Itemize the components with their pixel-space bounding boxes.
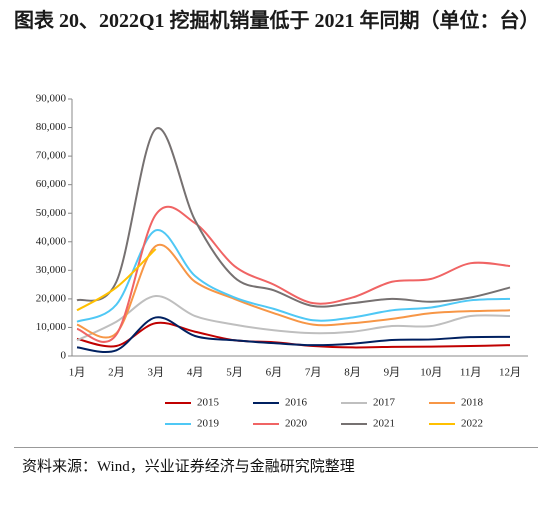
chart-title: 图表 20、2022Q1 挖掘机销量低于 2021 年同期（单位：台） — [14, 10, 540, 32]
x-tick-label: 8月 — [344, 367, 361, 379]
x-tick-label: 1月 — [69, 367, 86, 379]
y-tick-label: 80,000 — [36, 121, 67, 133]
series-line — [76, 243, 511, 339]
x-tick-label: 10月 — [420, 367, 442, 379]
source-note: 资料来源：Wind，兴业证券经济与金融研究院整理 — [22, 459, 355, 475]
separator — [14, 447, 538, 448]
x-tick-label: 2月 — [108, 367, 125, 379]
legend-label: 2020 — [285, 418, 308, 430]
y-tick-label: 30,000 — [36, 264, 67, 276]
legend-label: 2022 — [461, 418, 483, 430]
legend-label: 2018 — [461, 397, 484, 409]
y-tick-label: 0 — [61, 350, 67, 362]
legend-label: 2015 — [197, 397, 220, 409]
x-tick-label: 9月 — [384, 367, 401, 379]
legend-label: 2016 — [285, 397, 308, 409]
y-tick-label: 10,000 — [36, 321, 67, 333]
series-line — [76, 295, 511, 342]
x-tick-label: 4月 — [187, 367, 204, 379]
x-tick-label: 6月 — [266, 367, 283, 379]
series-line — [76, 248, 157, 312]
x-tick-label: 7月 — [305, 367, 322, 379]
y-tick-label: 90,000 — [36, 93, 67, 105]
series-line — [76, 127, 511, 308]
legend-label: 2019 — [197, 418, 220, 430]
y-tick-label: 50,000 — [36, 207, 67, 219]
y-tick-label: 70,000 — [36, 150, 67, 162]
y-tick-label: 20,000 — [36, 292, 67, 304]
series-line — [76, 316, 511, 354]
y-tick-label: 40,000 — [36, 235, 67, 247]
y-tick-label: 60,000 — [36, 178, 67, 190]
legend-label: 2021 — [373, 418, 395, 430]
x-tick-label: 3月 — [147, 367, 164, 379]
x-tick-label: 5月 — [226, 367, 243, 379]
series-line — [76, 229, 511, 323]
legend-label: 2017 — [373, 397, 396, 409]
series-line — [76, 205, 511, 343]
x-tick-label: 12月 — [499, 367, 521, 379]
x-tick-label: 11月 — [460, 367, 482, 379]
